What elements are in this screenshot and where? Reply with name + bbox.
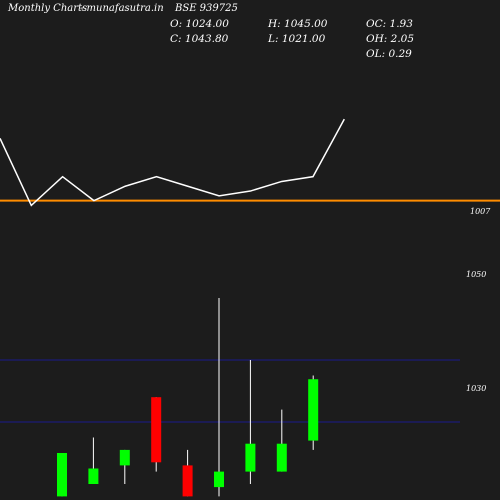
oc-value: OC: 1.93 xyxy=(366,18,413,30)
candle-body-6 xyxy=(214,471,224,488)
brand-label: Monthly Charts xyxy=(8,3,88,14)
ol-value: OL: 0.29 xyxy=(366,48,412,60)
grid-label-upper: 1050 xyxy=(466,270,487,279)
low-value: L: 1021.00 xyxy=(268,33,326,45)
price-line xyxy=(0,118,345,207)
candle-body-4 xyxy=(151,397,162,463)
close-value: C: 1043.80 xyxy=(170,33,229,45)
candle-body-3 xyxy=(119,449,130,466)
open-value: O: 1024.00 xyxy=(170,18,229,30)
line-panel-label: 1007 xyxy=(470,207,491,216)
high-value: H: 1045.00 xyxy=(268,18,328,30)
candle-body-8 xyxy=(276,443,287,472)
symbol-label: BSE 939725 xyxy=(175,3,238,14)
site-label: - munafasutra.in xyxy=(80,3,164,14)
candle-body-5 xyxy=(182,465,193,497)
grid-label-lower: 1030 xyxy=(466,384,487,393)
candle-body-7 xyxy=(245,443,256,472)
candle-body-1 xyxy=(57,453,67,497)
candle-body-9 xyxy=(308,379,319,441)
oh-value: OH: 2.05 xyxy=(366,33,415,45)
candle-body-2 xyxy=(88,468,99,484)
